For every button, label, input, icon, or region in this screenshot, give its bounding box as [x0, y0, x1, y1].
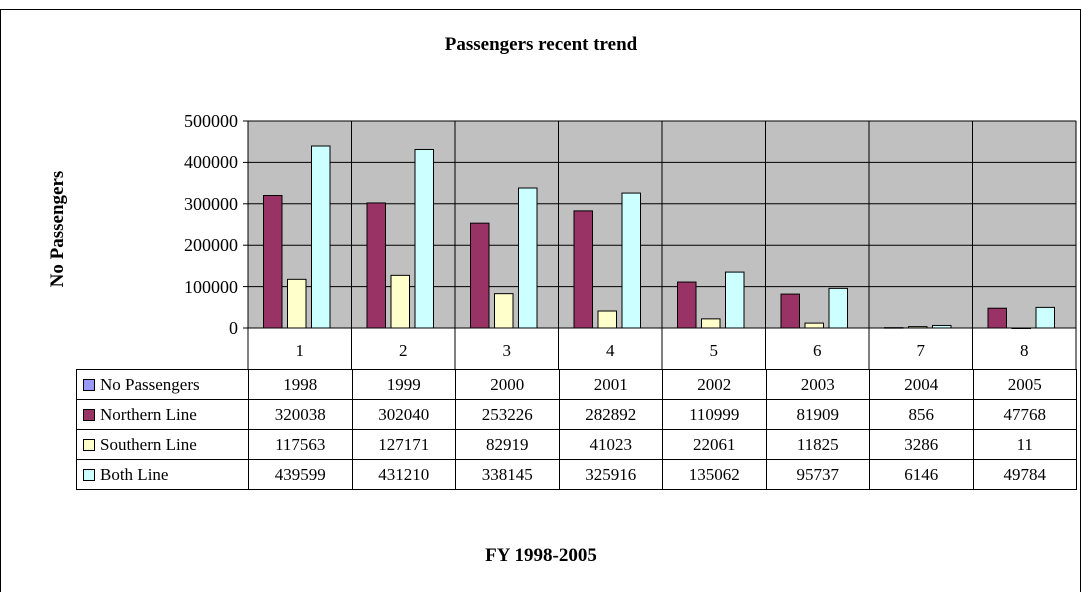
legend-label: Southern Line — [100, 434, 197, 454]
bar-both-line-7 — [932, 324, 952, 329]
x-tick-label: 7 — [916, 341, 926, 360]
y-tick-label: 200000 — [184, 235, 238, 256]
bar-southern-line-4 — [597, 310, 617, 329]
bar-northern-line-8 — [987, 307, 1007, 329]
legend-entry: Southern Line — [76, 429, 249, 460]
bar-both-line-3 — [518, 187, 538, 329]
data-table-cell: 2001 — [558, 369, 663, 400]
data-table-cell: 856 — [869, 399, 974, 430]
y-tick-label: 0 — [229, 318, 238, 338]
y-tick-label: 300000 — [184, 193, 238, 214]
chart-title: Passengers recent trend — [444, 34, 638, 55]
x-tick-label: 3 — [502, 341, 512, 360]
bar-both-line-6 — [828, 287, 848, 329]
y-tick-label: 100000 — [184, 276, 238, 297]
data-table-cell: 2002 — [662, 369, 767, 400]
y-tick-label: 400000 — [184, 152, 238, 173]
data-table-cell: 2003 — [765, 369, 870, 400]
bar-southern-line-8 — [1011, 327, 1031, 329]
x-tick-label: 1 — [295, 341, 305, 360]
data-table-cell: 282892 — [558, 399, 663, 430]
bar-southern-line-7 — [908, 326, 928, 329]
data-table-cell: 6146 — [869, 459, 974, 490]
legend-swatch — [83, 438, 95, 451]
x-tick-label: 5 — [709, 341, 719, 360]
bar-northern-line-5 — [677, 281, 697, 329]
bar-southern-line-2 — [390, 274, 410, 329]
data-table-row: Northern Line 320038 302040 253226 282892 110… — [76, 399, 1077, 430]
data-table: No Passengers 1998 1999 2000 2001 2002 2003 200… — [76, 369, 1077, 490]
bar-southern-line-5 — [701, 318, 721, 329]
data-table-row: Both Line 439599 431210 338145 325916 135062 9… — [76, 459, 1077, 490]
bar-northern-line-3 — [470, 222, 490, 329]
x-tick-label: 4 — [606, 341, 615, 360]
data-table-cell: 49784 — [972, 459, 1077, 490]
x-tick-label: 6 — [813, 341, 822, 360]
data-table-cell: 253226 — [455, 399, 560, 430]
data-table-cell: 3286 — [869, 429, 974, 460]
x-axis-label: FY 1998-2005 — [485, 545, 597, 566]
data-table-cell: 1999 — [351, 369, 456, 400]
legend-entry: Northern Line — [76, 399, 249, 430]
data-table-cell: 11825 — [765, 429, 870, 460]
data-table-cell: 22061 — [662, 429, 767, 460]
bar-both-line-2 — [414, 148, 434, 329]
legend-swatch — [83, 468, 95, 481]
data-table-row: Southern Line 117563 127171 82919 41023 22061… — [76, 429, 1077, 460]
data-table-cell: 11 — [972, 429, 1077, 460]
data-table-row: No Passengers 1998 1999 2000 2001 2002 2003 200… — [76, 369, 1077, 400]
data-table-cell: 1998 — [248, 369, 353, 400]
bar-northern-line-6 — [780, 293, 800, 329]
bar-northern-line-1 — [263, 195, 283, 329]
data-table-cell: 439599 — [248, 459, 353, 490]
data-table-cell: 135062 — [662, 459, 767, 490]
data-table-cell: 431210 — [351, 459, 456, 490]
legend-swatch — [83, 378, 95, 391]
bar-both-line-5 — [725, 271, 745, 329]
legend-label: No Passengers — [100, 374, 200, 394]
data-table-cell: 110999 — [662, 399, 767, 430]
data-table-cell: 2004 — [869, 369, 974, 400]
bar-northern-line-7 — [884, 327, 904, 329]
chart-frame — [0, 9, 1081, 592]
bar-both-line-8 — [1035, 306, 1055, 329]
bar-both-line-1 — [311, 145, 331, 329]
bar-northern-line-4 — [573, 210, 593, 329]
data-table-cell: 127171 — [351, 429, 456, 460]
data-table-cell: 302040 — [351, 399, 456, 430]
y-tick-label: 500000 — [184, 111, 238, 131]
data-table-cell: 41023 — [558, 429, 663, 460]
bar-southern-line-3 — [494, 293, 514, 329]
data-table-cell: 338145 — [455, 459, 560, 490]
data-table-cell: 47768 — [972, 399, 1077, 430]
bar-both-line-4 — [621, 192, 641, 329]
bar-northern-line-2 — [366, 202, 386, 329]
data-table-cell: 2000 — [455, 369, 560, 400]
x-tick-label: 8 — [1020, 341, 1029, 360]
data-table-cell: 82919 — [455, 429, 560, 460]
legend-label: Both Line — [100, 464, 169, 484]
legend-entry: Both Line — [76, 459, 249, 490]
data-table-cell: 95737 — [765, 459, 870, 490]
bar-southern-line-1 — [287, 278, 307, 329]
data-table-cell: 81909 — [765, 399, 870, 430]
data-table-cell: 320038 — [248, 399, 353, 430]
bar-southern-line-6 — [804, 322, 824, 329]
x-tick-label: 2 — [399, 341, 408, 360]
legend-swatch — [83, 408, 95, 421]
data-table-cell: 2005 — [972, 369, 1077, 400]
legend-entry: No Passengers — [76, 369, 249, 400]
data-table-cell: 117563 — [248, 429, 353, 460]
data-table-cell: 325916 — [558, 459, 663, 490]
legend-label: Northern Line — [100, 404, 197, 424]
